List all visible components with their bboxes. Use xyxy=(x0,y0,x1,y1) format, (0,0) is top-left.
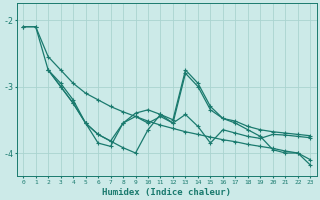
X-axis label: Humidex (Indice chaleur): Humidex (Indice chaleur) xyxy=(102,188,231,197)
